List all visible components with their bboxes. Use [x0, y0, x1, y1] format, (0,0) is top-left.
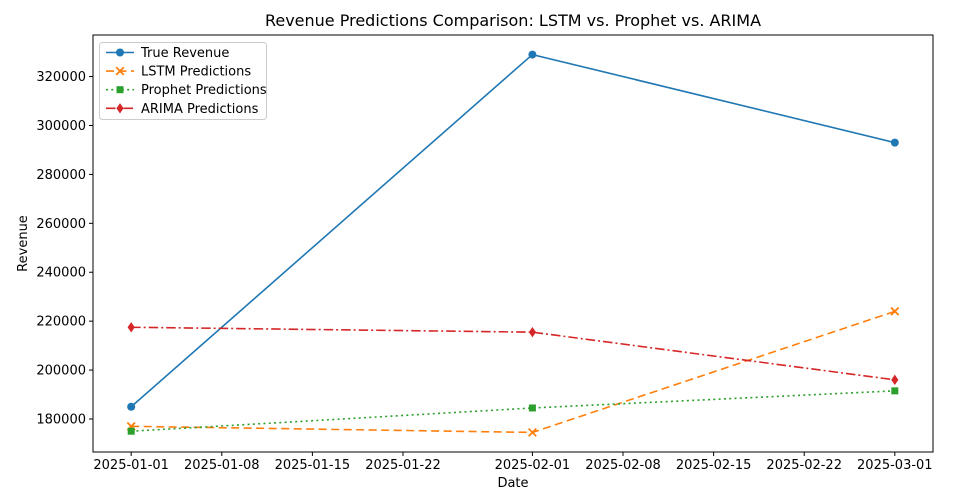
series-line — [131, 326, 895, 381]
data-point-marker — [891, 374, 899, 386]
legend-sample-marker — [116, 86, 124, 94]
legend: True Revenue LSTM Predictions Prophet Pred… — [99, 42, 267, 120]
x-tick-label: 2025-01-08 — [184, 458, 260, 473]
x-axis-label: Date — [497, 476, 528, 491]
legend-sample-marker — [116, 48, 124, 57]
legend-sample-marker — [115, 66, 125, 76]
data-point-marker — [891, 387, 899, 395]
legend-item-label: LSTM Predictions — [141, 65, 251, 80]
data-point-marker — [527, 427, 537, 437]
x-tick-label: 2025-02-08 — [585, 458, 661, 473]
x-tick-label: 2025-02-01 — [495, 458, 571, 473]
y-tick-label: 260000 — [36, 217, 86, 232]
legend-box — [99, 42, 267, 120]
series-line — [131, 310, 896, 434]
y-axis-label: Revenue — [16, 215, 31, 272]
plot-area: 2025-01-01 2025-01-08 2025-01-15 2025-01-22… — [36, 34, 934, 473]
data-point-marker — [127, 322, 135, 333]
axes-frame — [92, 34, 934, 453]
chart-title: Revenue Predictions Comparison: LSTM vs.… — [265, 11, 761, 30]
series-line — [131, 390, 895, 433]
data-point-marker — [890, 306, 900, 316]
y-tick-label: 320000 — [36, 70, 86, 85]
data-point-marker — [127, 402, 136, 411]
y-tick-label: 280000 — [36, 168, 86, 183]
x-tick-label: 2025-01-15 — [275, 458, 351, 473]
data-point-marker — [890, 138, 899, 147]
data-point-marker — [528, 326, 537, 338]
x-tick-label: 2025-02-15 — [676, 458, 752, 473]
x-tick-label: 2025-01-01 — [93, 458, 169, 473]
legend-item-label: True Revenue — [140, 46, 229, 61]
x-tick-label: 2025-03-01 — [857, 458, 933, 473]
y-tick-label: 180000 — [36, 412, 86, 427]
y-tick-label: 200000 — [36, 364, 86, 379]
legend-sample-marker — [116, 103, 124, 114]
legend-item-label: ARIMA Predictions — [141, 102, 259, 117]
legend-item-label: Prophet Predictions — [141, 83, 267, 98]
data-point-marker — [528, 50, 537, 59]
y-tick-label: 220000 — [36, 315, 86, 330]
x-tick-label: 2025-01-22 — [365, 458, 441, 473]
y-tick-label: 300000 — [36, 119, 86, 134]
y-tick-label: 240000 — [36, 266, 86, 281]
x-tick-label: 2025-02-22 — [766, 458, 842, 473]
data-point-marker — [127, 427, 135, 435]
data-point-marker — [528, 404, 536, 412]
